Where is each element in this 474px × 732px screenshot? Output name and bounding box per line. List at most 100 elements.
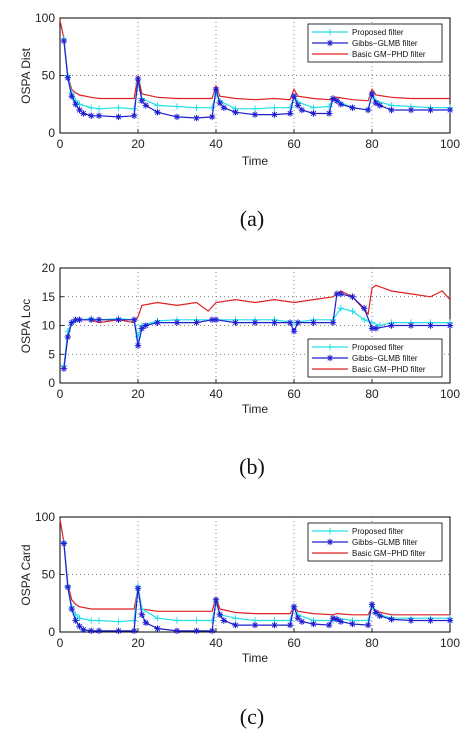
data-point [193, 319, 200, 326]
data-point [72, 101, 79, 108]
x-tick-label: 100 [440, 636, 460, 650]
data-point [193, 617, 200, 624]
data-point [349, 104, 356, 111]
x-tick-label: 100 [440, 387, 460, 401]
data-point [294, 102, 302, 109]
y-tick-label: 0 [48, 126, 55, 140]
series-group [59, 20, 454, 122]
data-point [337, 618, 344, 625]
data-point [80, 110, 87, 117]
data-point [446, 106, 454, 114]
data-point [95, 112, 103, 119]
panel-caption: (c) [240, 704, 264, 729]
data-point [310, 104, 317, 111]
data-point [427, 106, 434, 114]
data-point [212, 596, 220, 603]
data-point [88, 617, 95, 624]
data-point [95, 316, 103, 323]
data-point [208, 104, 216, 111]
data-point [154, 102, 161, 109]
data-point [388, 322, 395, 329]
data-point [446, 617, 454, 624]
data-point [427, 322, 434, 329]
data-point [72, 316, 79, 323]
data-point [173, 113, 181, 121]
data-point [368, 325, 376, 332]
data-point [88, 112, 95, 119]
data-point [325, 110, 333, 117]
data-point [193, 104, 200, 111]
data-point [372, 325, 380, 332]
legend-label: Basic GM−PHD filter [352, 365, 426, 374]
data-point [388, 616, 395, 623]
x-tick-label: 20 [131, 387, 145, 401]
data-point [76, 106, 83, 114]
y-tick-label: 100 [35, 510, 55, 524]
x-tick-label: 100 [440, 137, 460, 151]
y-axis-label: OSPA Card [19, 544, 33, 605]
data-point [130, 627, 138, 635]
data-point [337, 305, 344, 312]
series-line-3 [59, 519, 450, 616]
data-point [294, 319, 302, 326]
x-tick-label: 0 [57, 387, 64, 401]
data-point [88, 627, 95, 635]
data-point [325, 621, 333, 629]
data-point [68, 319, 75, 326]
data-point [232, 109, 239, 116]
data-point [271, 104, 278, 111]
data-point [388, 106, 395, 114]
x-tick-label: 80 [365, 636, 379, 650]
legend-marker [326, 354, 334, 362]
data-point [64, 74, 71, 81]
data-point [68, 93, 75, 100]
data-point [138, 611, 146, 618]
y-tick-label: 10 [42, 319, 56, 333]
data-point [142, 619, 149, 626]
data-point [216, 99, 224, 107]
data-point [193, 627, 200, 635]
chart-panel-c: 0 20 40 60 80 100 0 50 100 Time OSPA Card Propos… [19, 510, 460, 729]
data-point [407, 617, 415, 624]
data-point [208, 113, 216, 121]
legend-label: Proposed filter [352, 343, 404, 352]
data-point [251, 621, 259, 629]
data-point [72, 617, 79, 624]
data-point [208, 617, 216, 624]
data-point [271, 111, 278, 118]
y-axis-label: OSPA Dist [19, 47, 33, 103]
data-point [130, 617, 138, 624]
data-point [115, 316, 122, 323]
data-point [232, 615, 239, 622]
x-axis-label: Time [242, 651, 269, 665]
x-tick-label: 60 [287, 636, 301, 650]
data-point [95, 105, 103, 113]
data-point [251, 319, 259, 326]
data-point [212, 86, 220, 93]
data-point [376, 102, 383, 109]
data-point [298, 618, 305, 625]
data-point [364, 106, 372, 114]
legend-label: Gibbs−GLMB filter [352, 39, 418, 48]
data-point [208, 316, 216, 323]
data-point [138, 97, 146, 104]
data-point [60, 365, 68, 372]
data-point [212, 316, 220, 323]
data-point [115, 627, 122, 635]
data-point [271, 621, 278, 629]
data-point [95, 617, 103, 624]
legend-label: Basic GM−PHD filter [352, 50, 426, 59]
legend-marker [326, 39, 334, 47]
data-point [80, 626, 87, 633]
x-axis-label: Time [242, 402, 269, 416]
data-point [251, 111, 259, 118]
data-point [115, 113, 122, 121]
grid-lines [60, 18, 450, 133]
data-point [115, 104, 122, 111]
data-point [173, 103, 181, 110]
data-point [294, 615, 302, 622]
x-tick-label: 80 [365, 387, 379, 401]
y-tick-label: 15 [42, 290, 56, 304]
data-point [290, 93, 298, 100]
